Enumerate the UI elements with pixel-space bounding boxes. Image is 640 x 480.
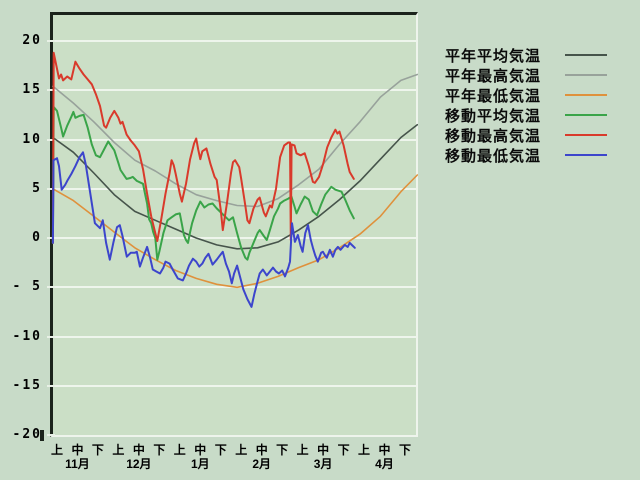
legend-item: 移動最高気温 <box>445 125 625 145</box>
x-axis-period-label: 中 <box>194 443 207 457</box>
gridline <box>53 187 418 190</box>
legend-line-swatch <box>565 94 607 96</box>
x-axis-period-label: 中 <box>132 443 145 457</box>
legend-item: 平年最低気温 <box>445 85 625 105</box>
legend: 平年平均気温 平年最高気温 平年最低気温 移動平均気温 移動最高気温 移動最低気温 <box>445 45 625 165</box>
y-tick-mark <box>47 237 55 239</box>
x-axis-period-label: 中 <box>317 443 330 457</box>
legend-item: 移動平均気温 <box>445 105 625 125</box>
y-axis-label: 5 <box>32 180 42 196</box>
legend-line-swatch <box>565 154 607 156</box>
legend-label: 移動最高気温 <box>445 127 542 145</box>
y-tick-mark <box>47 89 55 92</box>
y-tick-mark <box>47 434 55 436</box>
gridline <box>53 89 418 92</box>
legend-item: 移動最低気温 <box>445 145 625 165</box>
y-axis-label: -20 <box>12 427 42 442</box>
legend-line-swatch <box>565 74 607 76</box>
y-axis-label: 10 <box>22 131 42 147</box>
x-axis-period-label: 下 <box>398 443 411 457</box>
y-tick-mark <box>47 138 55 141</box>
y-tick-mark <box>47 335 55 338</box>
legend-item: 平年平均気温 <box>445 45 625 65</box>
y-axis-label: -15 <box>12 377 42 393</box>
x-axis-period-label: 上 <box>235 443 248 457</box>
legend-label: 平年最低気温 <box>445 87 542 105</box>
gridline <box>53 138 418 141</box>
x-axis-month-label: 3月 <box>313 457 333 471</box>
x-axis-month-label: 1月 <box>190 457 210 471</box>
x-axis-month-label: 2月 <box>252 457 272 471</box>
x-axis-period-label: 下 <box>91 443 104 457</box>
plot-area <box>50 12 418 437</box>
x-axis-period-label: 上 <box>358 443 371 457</box>
y-tick-mark <box>47 187 55 190</box>
legend-line-swatch <box>565 54 607 56</box>
y-axis-label: 20 <box>22 33 42 48</box>
y-tick-mark <box>47 384 55 387</box>
y-axis-label: 0 <box>32 230 42 245</box>
legend-label: 移動平均気温 <box>445 107 542 125</box>
x-axis-period-label: 下 <box>153 443 166 457</box>
x-axis-period-label: 中 <box>255 443 268 457</box>
x-axis-period-label: 下 <box>276 443 289 457</box>
gridline <box>53 286 418 289</box>
legend-item: 平年最高気温 <box>445 65 625 85</box>
x-axis-period-label: 中 <box>378 443 391 457</box>
x-axis-period-label: 下 <box>214 443 227 457</box>
y-axis-label: -10 <box>12 328 42 344</box>
gridline <box>53 40 418 42</box>
legend-line-swatch <box>565 114 607 116</box>
x-axis-period-label: 上 <box>173 443 186 457</box>
legend-line-swatch <box>565 134 607 136</box>
x-axis-period-label: 上 <box>112 443 125 457</box>
x-axis-month-label: 11月 <box>65 457 90 471</box>
x-axis-month-label: 12月 <box>126 457 152 471</box>
x-axis-period-label: 上 <box>296 443 309 457</box>
y-tick-mark <box>47 40 55 42</box>
legend-label: 移動最低気温 <box>445 147 542 165</box>
legend-label: 平年平均気温 <box>445 47 542 65</box>
x-axis-period-label: 上 <box>50 443 63 457</box>
x-axis-month-label: 4月 <box>375 457 394 471</box>
y-axis-label: - 5 <box>12 279 42 295</box>
x-axis-period-label: 下 <box>337 443 350 457</box>
y-axis-label: 15 <box>22 82 42 98</box>
gridline <box>53 237 418 239</box>
y-tick-mark <box>47 286 55 289</box>
axis-base-mark <box>40 430 44 441</box>
x-axis-period-label: 中 <box>71 443 84 457</box>
gridline <box>53 384 418 387</box>
gridline <box>53 335 418 338</box>
legend-label: 平年最高気温 <box>445 67 542 85</box>
